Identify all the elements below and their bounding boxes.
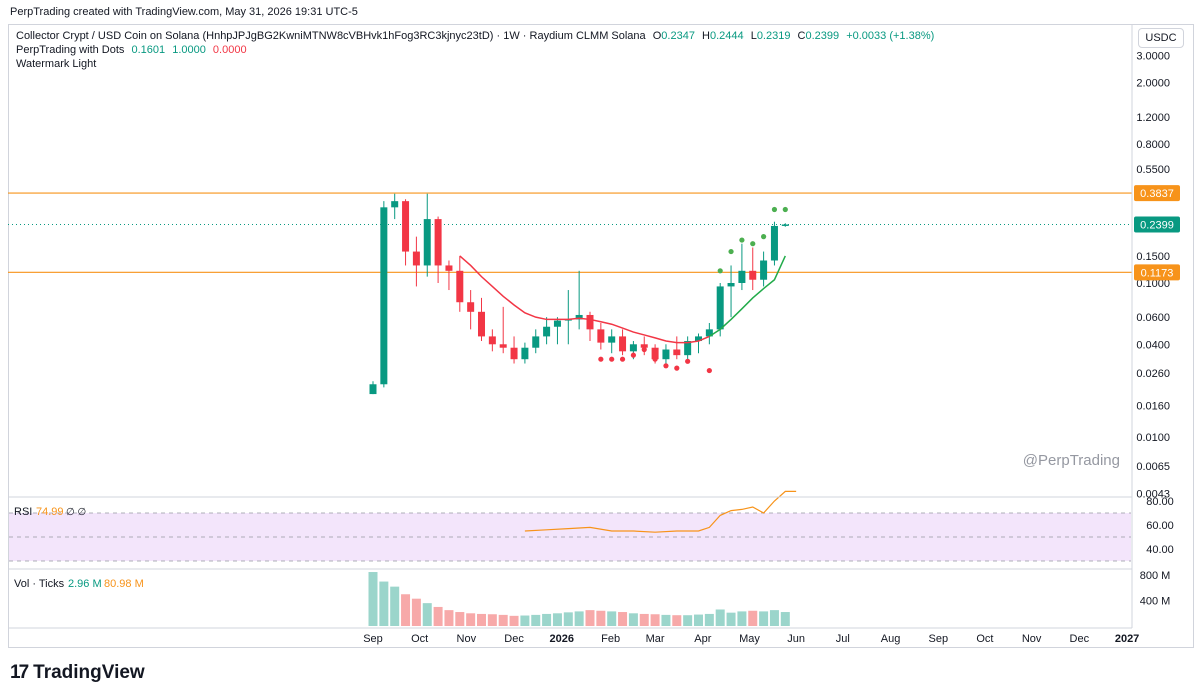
open-label: O: [652, 30, 662, 42]
indicator-name[interactable]: PerpTrading with Dots: [16, 44, 125, 56]
chart-frame: [8, 24, 1194, 648]
high-value: 0.2444: [709, 30, 744, 42]
watermark-indicator-legend[interactable]: Watermark Light: [16, 58, 97, 70]
currency-button[interactable]: USDC: [1138, 28, 1184, 48]
indicator-value-1: 0.1601: [131, 44, 166, 56]
low-label: L: [750, 30, 757, 42]
close-value: 0.2399: [805, 30, 840, 42]
indicator-value-2: 1.0000: [172, 44, 206, 56]
tradingview-brand-text: TradingView: [33, 662, 145, 683]
indicator-value-3: 0.0000: [212, 44, 247, 56]
symbol-legend[interactable]: Collector Crypt / USD Coin on Solana (Hn…: [16, 30, 938, 42]
close-label: C: [797, 30, 806, 42]
high-label: H: [702, 30, 710, 42]
symbol-name[interactable]: Collector Crypt / USD Coin on Solana (Hn…: [16, 30, 646, 42]
low-value: 0.2319: [756, 30, 791, 42]
change-value: +0.0033 (+1.38%): [846, 30, 935, 42]
tradingview-logo-icon: 17: [10, 662, 29, 683]
open-value: 0.2347: [661, 30, 695, 42]
chart-credit: PerpTrading created with TradingView.com…: [10, 6, 358, 18]
tradingview-logo[interactable]: 17 TradingView: [10, 662, 145, 684]
indicator-legend[interactable]: PerpTrading with Dots 0.1601 1.0000 0.00…: [16, 44, 251, 56]
